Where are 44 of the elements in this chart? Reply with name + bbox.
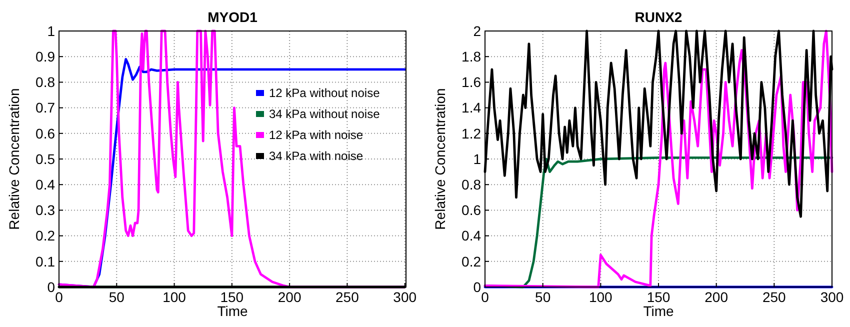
x-axis-title: Time xyxy=(643,303,674,319)
y-tick-label: 0.8 xyxy=(36,74,56,90)
x-tick-label: 50 xyxy=(108,289,125,305)
y-tick-label: 1.6 xyxy=(462,74,482,90)
x-tick-label: 50 xyxy=(535,289,551,305)
x-tick-label: 200 xyxy=(704,289,728,305)
x-tick-label: 250 xyxy=(762,289,786,305)
x-tick-label: 100 xyxy=(588,289,613,305)
chart-title: MYOD1 xyxy=(208,9,258,25)
x-tick-label: 150 xyxy=(220,289,244,305)
y-tick-label: 1.4 xyxy=(462,100,482,116)
y-tick-label: 0 xyxy=(473,278,482,295)
y-tick-label: 0.6 xyxy=(462,202,482,218)
y-tick-label: 0.6 xyxy=(36,125,56,142)
y-tick-label: 1 xyxy=(473,150,482,167)
y-axis-title: Relative Concentration xyxy=(6,88,22,230)
y-tick-label: 1 xyxy=(47,22,56,39)
x-axis-title: Time xyxy=(217,303,248,319)
y-tick-label: 1.2 xyxy=(462,125,482,142)
y-tick-label: 0.5 xyxy=(36,150,56,167)
y-tick-label: 0.2 xyxy=(36,228,56,244)
x-tick-label: 300 xyxy=(393,289,417,305)
y-tick-label: 0.7 xyxy=(36,100,56,116)
x-tick-label: 300 xyxy=(820,289,844,305)
y-tick-label: 0.1 xyxy=(36,253,56,270)
chart-title: RUNX2 xyxy=(634,9,682,25)
legend-label: 34 kPa without noise xyxy=(269,107,380,122)
y-tick-label: 2 xyxy=(473,22,482,39)
y-tick-label: 0.2 xyxy=(462,253,482,270)
y-axis-title: Relative Concentration xyxy=(432,88,448,230)
y-tick-label: 0.4 xyxy=(36,176,56,192)
y-tick-label: 0.3 xyxy=(36,202,56,218)
y-tick-label: 0.4 xyxy=(462,228,482,244)
y-tick-label: 0.9 xyxy=(36,48,56,64)
legend-label: 12 kPa with noise xyxy=(269,128,364,142)
legend-label: 12 kPa without noise xyxy=(269,86,380,100)
x-tick-label: 250 xyxy=(336,289,360,305)
y-tick-label: 1.8 xyxy=(462,48,482,64)
x-tick-label: 150 xyxy=(646,289,670,305)
y-tick-label: 0 xyxy=(47,278,56,295)
y-tick-label: 0.8 xyxy=(462,176,482,192)
x-tick-label: 100 xyxy=(162,289,186,305)
x-tick-label: 200 xyxy=(278,289,302,305)
legend-label: 34 kPa with noise xyxy=(269,149,364,164)
